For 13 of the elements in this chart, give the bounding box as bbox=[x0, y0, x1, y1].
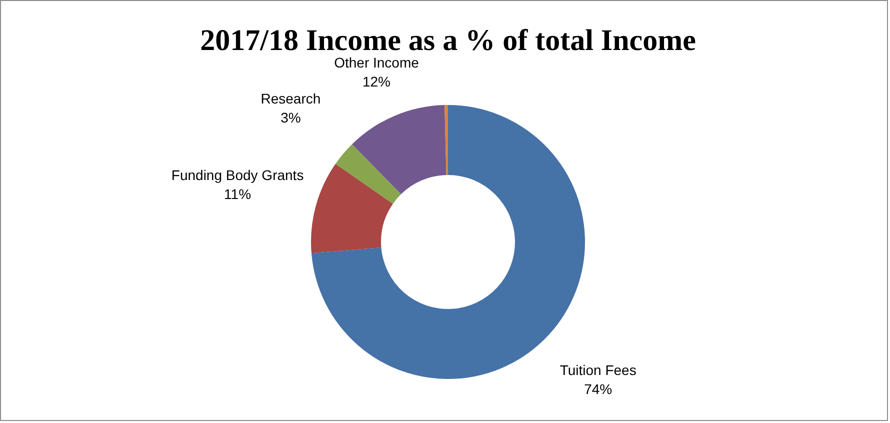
chart-title: 2017/18 Income as a % of total Income bbox=[200, 24, 696, 57]
data-label: 3% bbox=[280, 110, 301, 126]
donut-slice bbox=[311, 164, 393, 254]
slice-label: Research bbox=[260, 90, 321, 107]
donut-slice bbox=[335, 144, 402, 204]
data-label: 12% bbox=[362, 74, 391, 90]
donut-slice bbox=[352, 105, 446, 194]
donut-slice bbox=[444, 105, 448, 176]
slice-label: Other Income bbox=[334, 54, 420, 71]
data-label: 74% bbox=[584, 380, 612, 397]
slice-label: Tuition Fees bbox=[560, 362, 636, 378]
data-label: 11% bbox=[224, 186, 252, 202]
slice-label: Funding Body Grants bbox=[171, 166, 304, 183]
